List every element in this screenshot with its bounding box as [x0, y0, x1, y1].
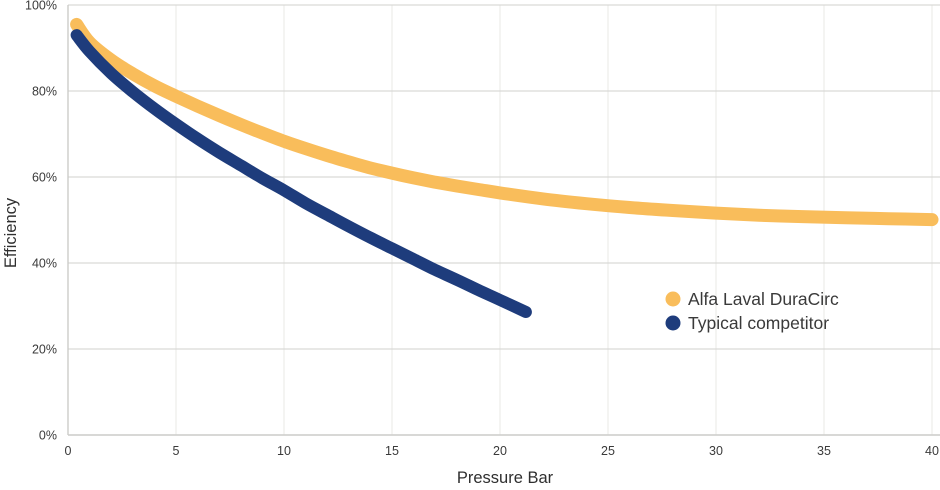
legend-dot — [665, 315, 681, 331]
x-tick-label: 35 — [817, 444, 831, 458]
tick-labels-layer: 0% 20% 40% 60% 80% 100% 0 5 10 15 20 25 30 35 40 — [25, 0, 939, 458]
x-tick-label: 5 — [173, 444, 180, 458]
legend-label: Alfa Laval DuraCirc — [688, 289, 839, 309]
legend-item: Alfa Laval DuraCirc — [665, 289, 839, 309]
series-layer — [70, 17, 939, 318]
axes-layer — [67, 5, 940, 436]
legend-dot — [665, 291, 681, 307]
x-tick-label: 20 — [493, 444, 507, 458]
legend: Alfa Laval DuraCirc Typical competitor — [665, 289, 839, 333]
y-tick-label: 0% — [39, 429, 57, 443]
y-tick-label: 20% — [32, 343, 57, 357]
x-tick-label: 15 — [385, 444, 399, 458]
series-line-typical-competitor — [70, 29, 532, 318]
y-tick-label: 100% — [25, 0, 57, 13]
x-tick-label: 40 — [925, 444, 939, 458]
y-axis-title: Efficiency — [2, 197, 20, 268]
x-tick-label: 0 — [65, 444, 72, 458]
y-tick-label: 40% — [32, 257, 57, 271]
x-tick-label: 10 — [277, 444, 291, 458]
x-tick-label: 30 — [709, 444, 723, 458]
legend-label: Typical competitor — [688, 313, 829, 333]
gridlines-layer — [68, 4, 940, 435]
x-tick-label: 25 — [601, 444, 615, 458]
y-tick-label: 60% — [32, 171, 57, 185]
legend-item: Typical competitor — [665, 313, 829, 333]
y-tick-label: 80% — [32, 85, 57, 99]
x-axis-title: Pressure Bar — [457, 469, 554, 487]
series-line-alfa-laval-duracirc — [70, 17, 939, 227]
